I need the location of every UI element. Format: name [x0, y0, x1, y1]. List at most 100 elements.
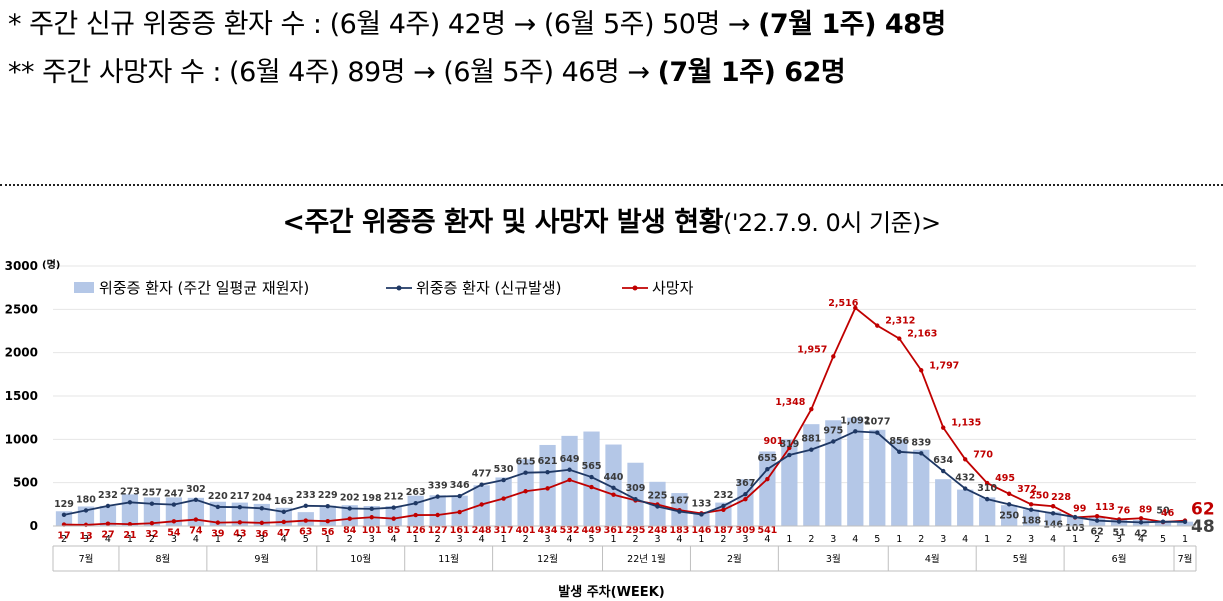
x-week-label: 3 — [369, 534, 375, 545]
severe-new-point — [589, 474, 594, 480]
death-data-label: 101 — [362, 525, 382, 536]
severe-new-data-label: 133 — [692, 498, 712, 509]
death-data-label: 146 — [692, 525, 712, 536]
x-month-label: 12월 — [537, 553, 558, 565]
severe-inpatient-bar — [869, 429, 886, 526]
death-data-label: 13 — [79, 531, 92, 542]
death-point — [413, 512, 418, 518]
severe-new-point — [1006, 502, 1012, 507]
severe-new-point — [853, 429, 858, 434]
severe-new-data-label: 346 — [450, 480, 470, 491]
x-week-label: 2 — [237, 534, 243, 545]
x-month-label: 4월 — [925, 553, 940, 565]
severe-inpatient-bar — [935, 479, 952, 526]
severe-new-data-label: 232 — [98, 490, 118, 501]
death-point — [831, 354, 836, 359]
severe-new-data-label: 1,092 — [840, 415, 870, 426]
x-month-label: 9월 — [254, 553, 269, 565]
x-week-label: 3 — [171, 534, 177, 545]
severe-new-point — [1182, 519, 1188, 525]
severe-new-point — [215, 504, 221, 510]
y-axis-unit: (명) — [42, 258, 60, 271]
death-data-label: 32 — [145, 529, 158, 540]
death-data-label: 99 — [1073, 503, 1086, 514]
severe-inpatient-bar — [605, 444, 622, 526]
severe-new-data-label: 477 — [472, 469, 492, 480]
severe-inpatient-bar — [891, 439, 908, 526]
death-point — [171, 519, 177, 524]
x-month-label: 8월 — [156, 553, 171, 565]
severe-new-point — [809, 447, 814, 452]
x-week-label: 1 — [215, 534, 221, 545]
death-point — [567, 477, 572, 483]
death-point — [875, 323, 880, 328]
death-point — [259, 520, 265, 526]
x-week-label: 1 — [1072, 534, 1078, 545]
death-point — [919, 368, 924, 373]
x-week-label: 4 — [1050, 534, 1056, 545]
severe-new-data-label: 1077 — [864, 417, 890, 428]
severe-new-data-label: 233 — [296, 490, 316, 501]
death-point — [1050, 504, 1056, 509]
severe-new-point — [963, 486, 968, 491]
death-data-label: 248 — [648, 525, 668, 536]
death-data-label: 248 — [472, 525, 492, 536]
severe-inpatient-bar — [55, 511, 73, 526]
x-week-label: 4 — [852, 534, 858, 545]
severe-inpatient-bar — [979, 497, 996, 526]
severe-inpatient-bar — [429, 495, 446, 526]
severe-inpatient-bar — [759, 451, 776, 526]
x-week-label: 2 — [435, 534, 441, 545]
severe-new-data-label: 615 — [516, 457, 536, 468]
severe-new-point — [457, 493, 462, 499]
death-data-label: 21 — [123, 530, 136, 541]
severe-new-point — [369, 506, 374, 512]
severe-new-data-label: 309 — [626, 483, 646, 494]
severe-inpatient-bar — [385, 506, 402, 526]
severe-new-data-label: 856 — [889, 436, 909, 447]
severe-inpatient-bar — [1066, 516, 1084, 526]
severe-new-data-label: 440 — [604, 472, 624, 483]
death-data-label: 63 — [299, 527, 312, 538]
x-week-label: 3 — [830, 534, 836, 545]
severe-inpatient-bar — [1044, 511, 1062, 526]
death-point — [721, 507, 726, 512]
death-data-label: 250 — [1029, 490, 1049, 501]
x-week-label: 5 — [589, 534, 595, 545]
x-week-label: 5 — [303, 534, 309, 545]
severe-inpatient-bar — [539, 444, 556, 526]
severe-new-point — [479, 482, 484, 487]
death-data-label: 46 — [1161, 508, 1175, 519]
severe-new-point — [633, 497, 638, 502]
death-data-label: 1,348 — [775, 397, 805, 408]
severe-inpatient-bar — [1023, 509, 1040, 526]
death-line — [63, 306, 1186, 526]
legend-severe-label: 위중증 환자 (신규발생) — [416, 279, 561, 297]
death-data-label: 434 — [538, 525, 558, 536]
severe-new-point — [83, 508, 89, 513]
death-point — [941, 425, 946, 430]
death-point — [479, 502, 484, 507]
death-point — [281, 519, 286, 525]
severe-new-data-label: 167 — [670, 496, 690, 507]
severe-new-data-label: 250 — [999, 510, 1019, 521]
death-data-label: 228 — [1051, 492, 1071, 503]
chart-title-date: ('22.7.9. 0시 기준)> — [722, 209, 941, 237]
severe-new-data-label: 51 — [1112, 528, 1125, 539]
death-data-label: 17 — [57, 531, 70, 542]
severe-inpatient-bar — [407, 495, 424, 526]
severe-new-data-label: 180 — [76, 494, 96, 505]
death-data-label: 54 — [167, 527, 181, 538]
death-weekly-note: ** 주간 사망자 수 : (6월 4주) 89명 → (6월 5주) 46명 … — [8, 50, 846, 89]
severe-new-data-label: 220 — [208, 491, 228, 502]
severe-new-point — [941, 468, 946, 474]
severe-new-data-label: 367 — [735, 478, 755, 489]
y-tick-label: 3000 — [5, 259, 38, 273]
severe-new-point — [721, 503, 726, 509]
severe-new-data-label: 225 — [648, 491, 668, 502]
severe-inpatient-bar — [781, 439, 798, 526]
severe-new-point — [1094, 518, 1100, 523]
legend-death-label: 사망자 — [652, 279, 694, 297]
legend-bar-swatch — [74, 282, 94, 293]
x-month-label: 6월 — [1112, 553, 1127, 565]
